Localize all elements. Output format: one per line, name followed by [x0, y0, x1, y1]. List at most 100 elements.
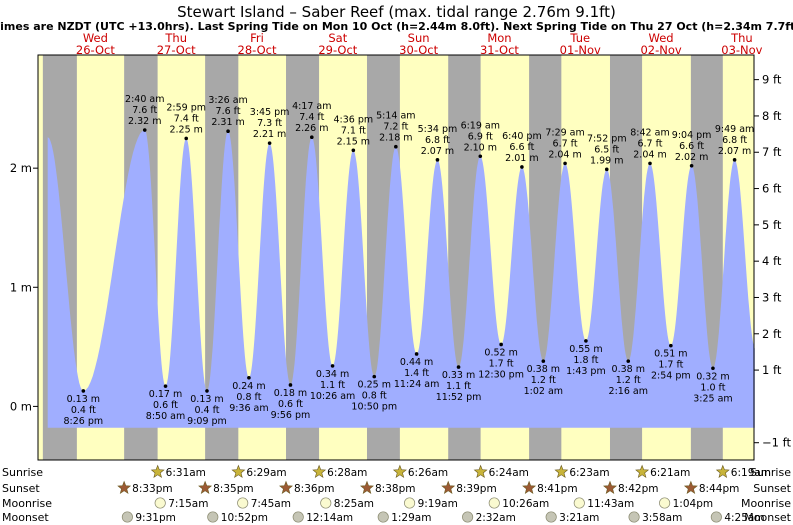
row-label-left: Sunrise: [2, 466, 43, 479]
event-time: 8:35pm: [213, 483, 253, 495]
event-time: 7:15am: [168, 498, 208, 510]
event-time: 6:26am: [408, 467, 448, 479]
low-tide-marker: [81, 389, 86, 393]
high-tide-label: 7.3 ft: [257, 118, 282, 129]
sun-star-icon: [117, 480, 132, 494]
low-tide-marker: [163, 384, 168, 388]
high-tide-marker: [563, 161, 567, 166]
day-label-dow: Tue: [569, 31, 590, 45]
low-tide-label: 0.6 ft: [278, 399, 303, 410]
low-tide-label: 0.8 ft: [236, 392, 261, 403]
high-tide-label: 5:34 pm: [418, 124, 458, 135]
moon-icon: [628, 511, 640, 523]
high-tide-label: 7.4 ft: [299, 112, 324, 123]
high-tide-label: 6.7 ft: [637, 138, 662, 149]
event-time: 8:39pm: [456, 483, 496, 495]
high-tide-label: 2.32 m: [128, 116, 161, 127]
low-tide-label: 1.2 ft: [531, 375, 556, 386]
chart-subtitle: Times are NZDT (UTC +13.0hrs). Last Spri…: [0, 20, 793, 33]
left-axis-label: 0 m: [10, 399, 32, 413]
high-tide-label: 3:45 pm: [250, 107, 290, 118]
high-tide-label: 2:40 am: [125, 94, 164, 105]
event-time: 8:41pm: [537, 483, 577, 495]
low-tide-label: 0.25 m: [358, 380, 391, 391]
low-tide-label: 0.4 ft: [71, 405, 96, 416]
low-tide-label: 0.34 m: [316, 369, 349, 380]
sun-star-icon: [198, 480, 213, 494]
sun-star-icon: [715, 464, 730, 478]
low-tide-label: 1.7 ft: [658, 360, 683, 371]
high-tide-label: 6:40 pm: [502, 131, 542, 142]
day-label-date: 01-Nov: [560, 43, 601, 57]
day-label-dow: Wed: [649, 31, 674, 45]
day-label-date: 26-Oct: [76, 43, 115, 57]
row-label-left: Moonset: [2, 511, 49, 524]
low-tide-label: 0.38 m: [527, 364, 560, 375]
high-tide-label: 2.31 m: [211, 117, 244, 128]
high-tide-label: 7.6 ft: [132, 105, 157, 116]
event-time: 2:32am: [476, 512, 516, 524]
moon-icon: [207, 511, 219, 523]
high-tide-label: 7.4 ft: [174, 113, 199, 124]
right-axis-label: 1 ft: [762, 363, 782, 377]
high-tide-label: 2:59 pm: [166, 102, 206, 113]
low-tide-label: 9:09 pm: [187, 416, 227, 427]
high-tide-marker: [648, 161, 652, 166]
moon-icon: [154, 497, 166, 509]
sun-star-icon: [635, 464, 650, 478]
high-tide-marker: [351, 148, 356, 153]
sun-star-icon: [312, 464, 327, 478]
high-tide-marker: [478, 154, 483, 159]
day-label-date: 29-Oct: [318, 43, 357, 57]
low-tide-label: 9:36 am: [229, 403, 268, 414]
high-tide-marker: [267, 141, 272, 145]
day-label-date: 30-Oct: [399, 43, 438, 57]
event-time: 6:19am: [731, 467, 771, 479]
sun-star-icon: [360, 480, 374, 494]
low-tide-label: 1.7 ft: [489, 358, 514, 369]
moon-icon: [237, 497, 249, 509]
day-labels: Wed26-OctThu27-OctFri28-OctSat29-OctSun3…: [76, 31, 763, 57]
left-axis-label: 1 m: [10, 280, 32, 294]
low-tide-marker: [626, 359, 631, 363]
high-tide-label: 6.8 ft: [425, 135, 450, 146]
high-tide-label: 6:19 am: [461, 120, 500, 131]
low-tide-label: 0.55 m: [569, 344, 602, 355]
high-tide-marker: [309, 135, 314, 139]
high-tide-label: 6.5 ft: [594, 144, 619, 155]
moon-icon: [659, 497, 671, 509]
low-tide-label: 0.38 m: [612, 364, 645, 375]
sun-star-icon: [554, 464, 569, 478]
event-time: 10:26am: [502, 498, 549, 510]
high-tide-label: 2.07 m: [718, 146, 751, 157]
low-tide-label: 11:52 pm: [436, 392, 482, 403]
day-label-dow: Mon: [487, 31, 511, 45]
astro-rows: Sunrise Sunrise 6:31am 6:29am 6:28am 6:26am 6:…: [2, 464, 792, 524]
sun-star-icon: [441, 480, 456, 494]
sun-star-icon: [603, 480, 617, 494]
moon-icon: [377, 511, 389, 523]
right-axis-label: 2 ft: [762, 327, 782, 341]
low-tide-label: 0.18 m: [274, 388, 307, 399]
low-tide-label: 0.13 m: [67, 394, 100, 405]
high-tide-marker: [732, 158, 737, 162]
sun-star-icon: [231, 464, 246, 478]
high-tide-label: 2.10 m: [464, 142, 497, 153]
right-axis-label: 3 ft: [762, 290, 782, 304]
high-tide-label: 5:14 am: [376, 111, 415, 122]
low-tide-label: 1.8 ft: [573, 355, 598, 366]
event-time: 1:29am: [391, 512, 431, 524]
day-label-dow: Fri: [250, 31, 264, 45]
low-tide-label: 1:02 am: [524, 386, 563, 397]
event-time: 12:14am: [306, 512, 353, 524]
high-tide-label: 2.15 m: [337, 136, 370, 147]
high-tide-label: 7.2 ft: [383, 122, 408, 133]
moon-icon: [573, 497, 585, 509]
tide-markers: 0.13 m0.4 ft8:26 pm2:40 am7.6 ft2.32 m0.…: [64, 94, 755, 427]
high-tide-label: 2.07 m: [421, 146, 454, 157]
event-time: 6:31am: [166, 467, 206, 479]
low-tide-marker: [669, 343, 673, 348]
event-time: 11:43am: [587, 498, 634, 510]
day-label-date: 27-Oct: [157, 43, 196, 57]
high-tide-marker: [689, 163, 694, 168]
